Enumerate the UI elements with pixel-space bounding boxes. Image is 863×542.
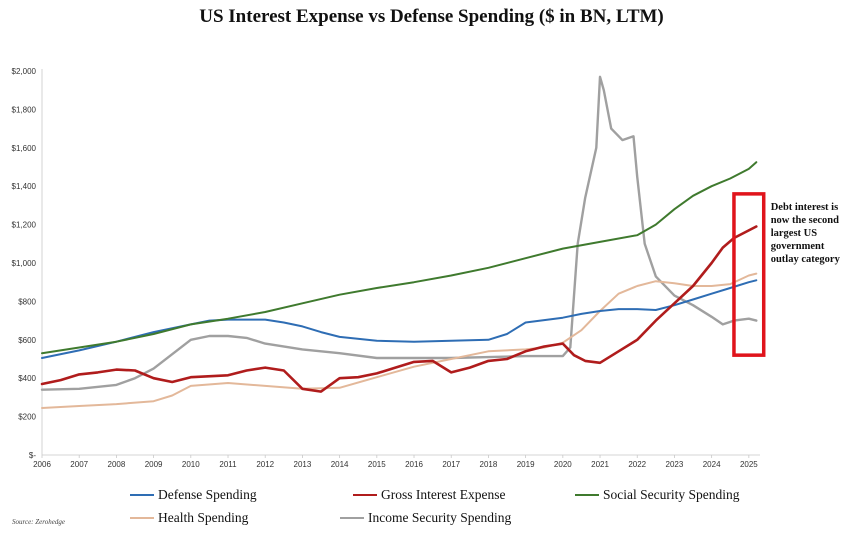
legend-label-social-security: Social Security Spending (603, 487, 740, 502)
x-tick-label: 2014 (331, 460, 349, 469)
x-tick-label: 2007 (70, 460, 88, 469)
x-tick-label: 2009 (145, 460, 163, 469)
legend-label-health: Health Spending (158, 510, 249, 525)
legend-item-social-security: Social Security Spending (575, 487, 739, 503)
source-note: Source: Zerohedge (12, 518, 65, 526)
series-line-defense-spending (41, 279, 758, 359)
x-tick-label: 2018 (480, 460, 498, 469)
legend-swatch-interest (353, 493, 377, 497)
x-tick-label: 2011 (219, 460, 237, 469)
legend-swatch-health (130, 516, 154, 520)
x-tick-label: 2023 (666, 460, 684, 469)
series-line-income-security-spending (40, 75, 758, 391)
series-line-health-spending (41, 272, 758, 409)
annotation-text-line: government (771, 241, 825, 252)
x-tick-label: 2019 (517, 460, 535, 469)
annotation-text-line: largest US (771, 228, 818, 239)
y-tick-label: $800 (18, 297, 36, 306)
chart-title: US Interest Expense vs Defense Spending … (199, 6, 664, 27)
x-tick-label: 2013 (294, 460, 312, 469)
y-tick-label: $600 (18, 336, 36, 345)
legend-label-defense: Defense Spending (158, 487, 257, 502)
y-tick-label: $1,800 (12, 105, 37, 114)
x-tick-label: 2022 (628, 460, 646, 469)
y-tick-label: $2,000 (12, 67, 37, 76)
legend-item-defense: Defense Spending (130, 487, 257, 503)
x-tick-label: 2025 (740, 460, 758, 469)
series-line-gross-interest-expense (40, 225, 758, 393)
legend-label-interest: Gross Interest Expense (381, 487, 506, 502)
legend-item-income-security: Income Security Spending (340, 510, 511, 526)
x-tick-label: 2017 (442, 460, 460, 469)
legend-label-income-security: Income Security Spending (368, 510, 512, 525)
x-tick-label: 2012 (256, 460, 274, 469)
annotation-text-line: now the second (771, 215, 839, 226)
y-tick-label: $400 (18, 374, 36, 383)
y-tick-label: $1,400 (12, 182, 37, 191)
x-tick-label: 2020 (554, 460, 572, 469)
legend-swatch-defense (130, 493, 154, 497)
x-tick-label: 2021 (591, 460, 609, 469)
legend-item-health: Health Spending (130, 510, 248, 526)
x-tick-label: 2016 (405, 460, 423, 469)
annotation-text-line: outlay category (771, 254, 841, 265)
series-line-social-security-spending (41, 161, 758, 355)
x-tick-label: 2015 (368, 460, 386, 469)
highlight-box (732, 192, 766, 357)
y-tick-label: $1,600 (12, 144, 37, 153)
y-tick-label: $1,200 (12, 221, 37, 230)
x-tick-label: 2024 (703, 460, 721, 469)
chart-annotations: Debt interest is now the second largest US… (732, 192, 841, 357)
x-tick-label: 2010 (182, 460, 200, 469)
legend-item-interest: Gross Interest Expense (353, 487, 505, 503)
y-tick-label: $- (29, 451, 36, 460)
y-tick-label: $1,000 (12, 259, 37, 268)
x-tick-label: 2008 (108, 460, 126, 469)
x-tick-label: 2006 (33, 460, 51, 469)
chart-series-lines (40, 75, 758, 409)
legend-swatch-income-security (340, 516, 364, 520)
y-tick-label: $200 (18, 413, 36, 422)
annotation-text-line: Debt interest is (771, 202, 838, 213)
chart-axes: $- $200 $400 $600 $800 $1,000 $1,200 $1,400 $1,6… (12, 67, 760, 469)
legend-swatch-social-security (575, 493, 599, 497)
